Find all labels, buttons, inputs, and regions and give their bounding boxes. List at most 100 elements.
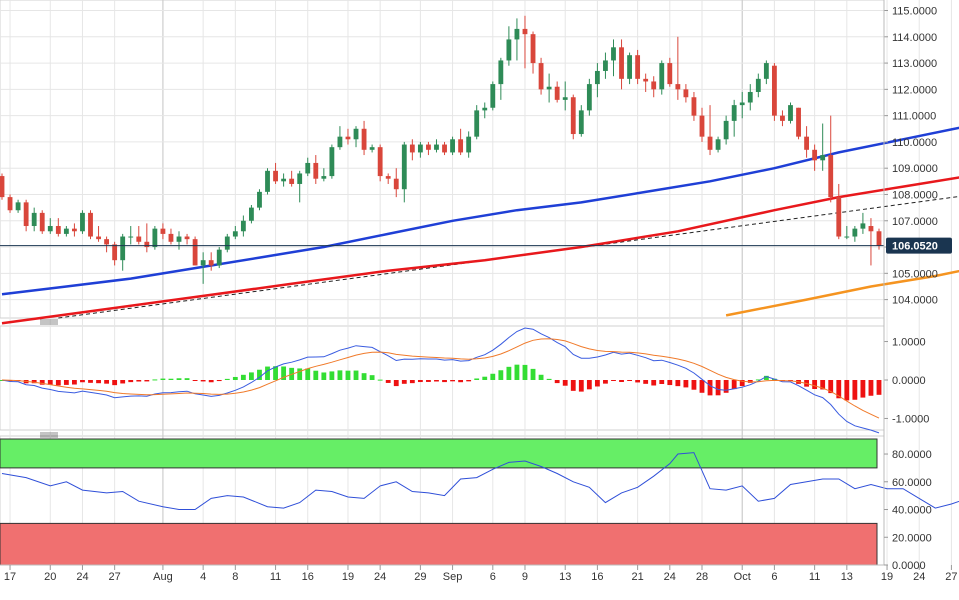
candle [570, 94, 576, 140]
x-tick-label: 11 [270, 571, 281, 583]
candle-body [570, 97, 576, 135]
candle-body [514, 28, 520, 40]
candle-body [554, 86, 560, 100]
candle-body [667, 63, 673, 85]
candle-body [401, 144, 407, 190]
candle-body [249, 207, 254, 221]
resize-handle[interactable] [40, 432, 58, 438]
last-price-label: 106.0520 [892, 241, 938, 253]
candle-body [450, 139, 455, 153]
candle [538, 57, 544, 95]
candle [699, 107, 705, 142]
macd-hist-bar [635, 380, 641, 383]
panel-frame [0, 0, 885, 319]
candle [208, 252, 214, 271]
rsi-tick-label: 80.0000 [892, 449, 932, 461]
macd-hist-bar [337, 370, 343, 380]
candle [506, 26, 512, 66]
candle-body [71, 228, 77, 232]
macd-hist-bar [96, 380, 101, 384]
candle [868, 218, 874, 266]
candle-body [812, 149, 818, 161]
macd-hist-bar [844, 380, 850, 401]
macd-hist-bar [128, 380, 134, 383]
macd-hist-bar [836, 380, 842, 399]
candle [546, 73, 552, 103]
macd-hist-bar [71, 380, 77, 385]
panel-resize-handles[interactable] [40, 319, 58, 438]
candle-body [820, 155, 826, 161]
candle-body [112, 244, 118, 261]
candle [281, 173, 287, 187]
x-tick-label: 24 [76, 571, 88, 583]
macd-hist-bar [691, 380, 697, 390]
macd-tick-label: 0.0000 [892, 375, 926, 387]
macd-hist-bar [120, 380, 126, 384]
candle [120, 233, 126, 271]
macd-hist-bar [619, 380, 624, 383]
rsi-overbought-zone [0, 438, 878, 469]
candle-body [192, 239, 198, 266]
macd-hist-bar [39, 380, 45, 385]
candle [594, 63, 600, 98]
candle-body [409, 144, 415, 153]
macd-hist-bar [715, 380, 721, 396]
macd-hist-bar [281, 366, 287, 380]
macd-hist-bar [530, 368, 536, 380]
candle [7, 194, 13, 213]
candle-body [804, 136, 810, 150]
candle-body [594, 70, 600, 85]
macd-histogram [0, 364, 882, 401]
candle [562, 81, 568, 111]
price-tick-label: 110.0000 [892, 137, 937, 149]
candle [498, 57, 504, 100]
candle-body [369, 147, 375, 150]
candle-body [474, 110, 480, 137]
candle-body [522, 28, 528, 35]
macd-hist-bar [820, 380, 826, 390]
macd-hist-bar [667, 380, 673, 386]
macd-hist-bar [426, 380, 431, 382]
candle [659, 60, 665, 95]
macd-hist-bar [450, 380, 455, 382]
macd-tick-label: 1.0000 [892, 337, 926, 349]
candle-body [619, 47, 624, 79]
candle [168, 228, 174, 245]
date-axis: 17 20 24 27 Aug 4 8 11 16 19 24 29 Sep 6 9 13 16 21 24 28 Oc… [0, 564, 958, 583]
candle [361, 120, 367, 156]
macd-signal-line [1, 338, 880, 419]
candle-body [635, 55, 641, 79]
candle-body [562, 97, 568, 100]
x-tick-label: 16 [302, 571, 314, 583]
macd-hist-bar [594, 380, 600, 387]
macd-hist-bar [522, 364, 528, 380]
price-tick-label: 112.0000 [892, 84, 937, 96]
candle-body [530, 34, 536, 64]
candle [731, 99, 737, 137]
last-price-tag [886, 237, 952, 254]
macd-hist-bar [200, 380, 206, 382]
resize-handle[interactable] [40, 319, 58, 325]
macd-hist-bar [562, 380, 568, 386]
candle [578, 105, 584, 137]
candle [176, 231, 182, 250]
candle-body [796, 107, 801, 137]
candle [305, 157, 311, 177]
macd-hist-bar [329, 371, 335, 380]
x-tick-label: 27 [109, 571, 121, 583]
macd-hist-bar [538, 374, 544, 380]
macd-hist-bar [603, 380, 608, 384]
candle-body [385, 176, 391, 179]
candle [385, 173, 391, 184]
candle-body [120, 236, 126, 261]
candle [812, 144, 818, 171]
macd-hist-bar [675, 380, 681, 387]
candle [337, 126, 343, 150]
candle [409, 139, 415, 161]
candle [490, 81, 496, 111]
candle [643, 73, 649, 92]
macd-hist-bar [160, 378, 166, 380]
macd-hist-bar [385, 380, 391, 383]
candle [47, 218, 53, 234]
